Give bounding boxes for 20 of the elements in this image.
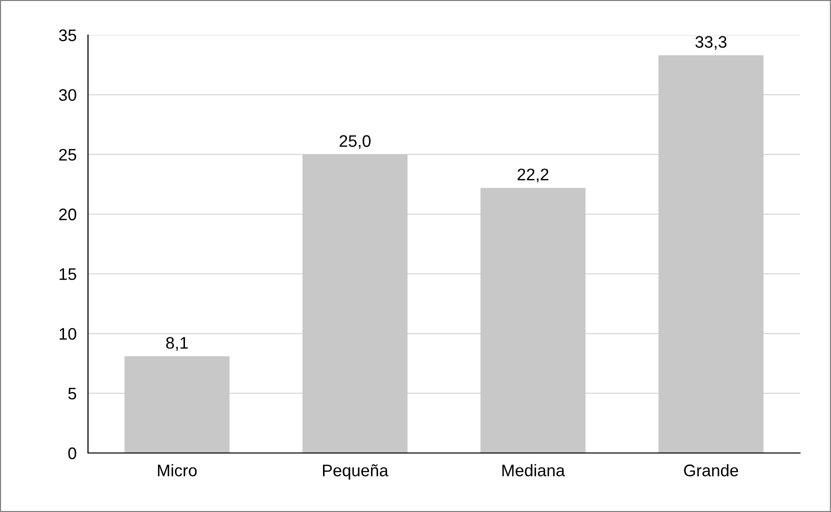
- data-label: 33,3: [695, 36, 726, 50]
- y-tick-label: 30: [58, 89, 76, 101]
- data-label: 25,0: [340, 135, 371, 149]
- data-label: 22,2: [518, 168, 548, 182]
- bar: [480, 188, 586, 453]
- y-tick-label: 5: [68, 388, 76, 400]
- x-tick-label: Mediana: [502, 464, 565, 476]
- y-tick-label: 25: [59, 148, 76, 161]
- y-tick-label: 20: [59, 208, 76, 220]
- bar: [124, 356, 230, 453]
- x-tick-label: Micro: [158, 464, 197, 476]
- bar: [302, 154, 408, 453]
- y-tick-label: 0: [68, 447, 76, 460]
- y-tick-label: 15: [60, 268, 76, 280]
- x-tick-label: Pequeña: [323, 464, 388, 480]
- data-label: 8,1: [166, 337, 188, 351]
- x-tick-label: Grande: [684, 464, 738, 476]
- y-tick-label: 35: [58, 29, 76, 42]
- bar: [658, 55, 764, 453]
- y-tick-label: 10: [60, 328, 76, 340]
